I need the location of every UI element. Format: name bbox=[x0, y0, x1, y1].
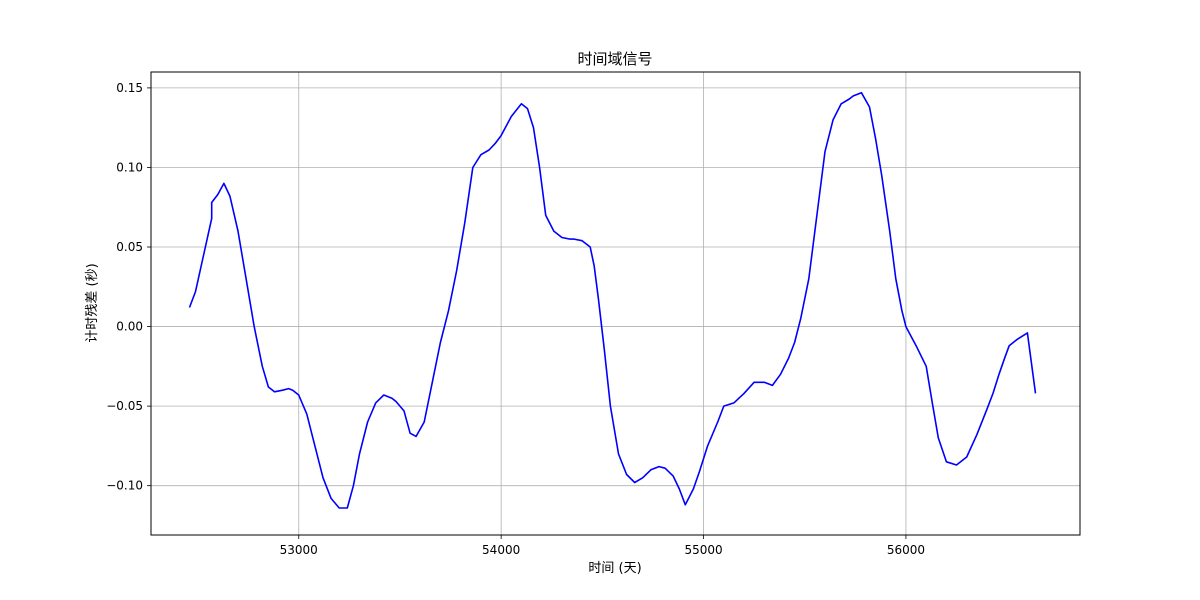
chart-title: 时间域信号 bbox=[577, 50, 652, 68]
y-tick-label: −0.05 bbox=[106, 399, 143, 413]
y-tick-label: 0.05 bbox=[116, 240, 143, 254]
y-axis-label: 计时残差 (秒) bbox=[85, 263, 100, 342]
y-tick-label: −0.10 bbox=[106, 479, 143, 493]
plot-frame bbox=[150, 71, 1081, 536]
x-ticks: 53000 54000 55000 56000 bbox=[280, 535, 925, 557]
series-line-0 bbox=[188, 91, 1037, 509]
grid bbox=[151, 72, 1080, 535]
y-tick-label: 0.00 bbox=[116, 320, 143, 334]
x-tick-label: 56000 bbox=[887, 543, 925, 557]
plot-background bbox=[151, 72, 1080, 535]
x-tick-label: 54000 bbox=[482, 543, 520, 557]
series-layer bbox=[188, 91, 1037, 509]
x-tick-label: 53000 bbox=[280, 543, 318, 557]
x-axis-label: 时间 (天) bbox=[588, 561, 641, 576]
y-tick-label: 0.15 bbox=[116, 81, 143, 95]
y-tick-label: 0.10 bbox=[116, 160, 143, 174]
x-tick-label: 55000 bbox=[684, 543, 722, 557]
y-ticks: −0.10 −0.05 0.00 0.05 0.10 0.15 bbox=[106, 81, 151, 493]
